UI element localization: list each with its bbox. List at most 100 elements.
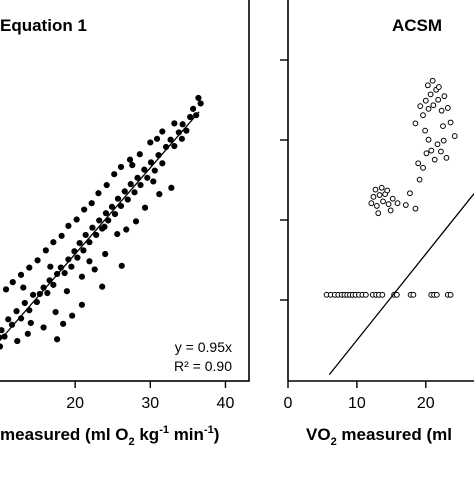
left-data-point	[124, 196, 131, 203]
left-data-points	[0, 94, 204, 350]
left-data-point	[147, 159, 155, 166]
right-data-point	[441, 93, 448, 100]
right-data-point	[389, 195, 396, 202]
left-data-point	[126, 156, 134, 163]
left-data-point	[68, 263, 75, 270]
right-data-point	[431, 156, 438, 163]
left-data-point	[14, 337, 21, 345]
left-data-point	[34, 257, 41, 264]
left-data-point	[69, 312, 76, 319]
right-data-point	[410, 291, 417, 298]
panel-equation-1: Equation 1 20 30 40 y = 0.95x R² = 0.90 me…	[0, 0, 250, 448]
right-data-point	[415, 160, 422, 167]
right-data-point	[438, 148, 444, 155]
left-data-point	[50, 239, 57, 246]
left-data-point	[20, 284, 27, 291]
left-data-point	[187, 113, 194, 121]
left-x-tick-label: 30	[141, 395, 159, 412]
right-data-point	[402, 202, 409, 208]
left-data-point	[118, 262, 125, 269]
right-data-point	[435, 96, 442, 103]
left-data-point	[147, 139, 154, 146]
right-xlabel-part2: measured (ml	[337, 425, 452, 444]
left-data-point	[153, 135, 161, 142]
right-data-point	[394, 200, 401, 207]
left-data-point	[60, 320, 67, 327]
left-panel-title: Equation 1	[0, 16, 87, 35]
right-data-point	[443, 154, 450, 161]
right-y-ticks	[280, 59, 288, 301]
left-data-point	[117, 202, 125, 210]
right-data-points	[323, 77, 458, 298]
left-data-point	[144, 174, 151, 181]
left-data-point	[2, 286, 10, 293]
left-x-tick-label: 40	[217, 395, 235, 412]
left-data-point	[197, 100, 204, 107]
right-data-point	[440, 137, 447, 144]
left-data-point	[114, 195, 122, 202]
left-data-point	[134, 174, 141, 181]
right-data-point	[393, 291, 400, 298]
right-data-point	[384, 187, 391, 194]
right-data-point	[362, 291, 369, 298]
left-data-point	[150, 178, 157, 185]
right-data-point	[444, 105, 451, 111]
left-data-point	[117, 163, 125, 171]
left-data-point	[47, 263, 54, 270]
left-data-point	[81, 206, 88, 213]
left-data-point	[86, 258, 93, 265]
left-data-point	[114, 230, 121, 238]
left-data-point	[52, 308, 59, 316]
left-data-point	[42, 247, 49, 254]
right-data-point	[373, 203, 380, 209]
left-data-point	[190, 105, 197, 112]
left-data-point	[121, 188, 128, 195]
left-data-point	[141, 204, 149, 211]
left-data-point	[167, 136, 174, 143]
left-data-point	[102, 250, 109, 258]
right-data-point	[425, 105, 432, 112]
right-x-tick-label: 10	[348, 395, 366, 412]
right-data-point	[429, 77, 436, 84]
left-data-point	[13, 308, 20, 315]
left-data-point	[171, 120, 178, 127]
panel-acsm: ACSM 0 10 20 VO2 measured (ml	[280, 0, 474, 448]
left-data-point	[50, 281, 57, 288]
left-data-point	[73, 216, 80, 223]
left-data-point	[29, 291, 37, 298]
left-data-point	[80, 247, 87, 254]
left-data-point	[111, 171, 118, 178]
left-data-point	[123, 226, 130, 233]
left-data-point	[61, 269, 68, 277]
left-data-point	[141, 166, 148, 173]
right-data-point	[430, 102, 437, 109]
right-data-point	[378, 184, 385, 191]
left-x-tick-label: 20	[66, 395, 84, 412]
left-data-point	[91, 266, 98, 273]
left-data-point	[0, 327, 5, 334]
left-data-point	[137, 181, 144, 189]
left-data-point	[159, 128, 166, 135]
right-data-point	[447, 291, 454, 298]
left-data-point	[96, 217, 103, 224]
right-data-point	[434, 141, 441, 148]
right-data-point	[412, 120, 419, 127]
right-fit-line	[328, 193, 474, 376]
left-data-point	[168, 184, 175, 191]
left-data-point	[24, 330, 31, 337]
left-data-point	[65, 222, 72, 229]
right-data-point	[412, 205, 419, 212]
right-x-axis-label: VO2 measured (ml	[306, 425, 452, 448]
right-data-point	[451, 133, 458, 139]
left-data-point	[1, 333, 8, 340]
right-data-point	[425, 136, 432, 143]
left-data-point	[9, 279, 16, 286]
left-data-point	[159, 160, 166, 167]
right-x-ticks: 0 10 20	[284, 381, 435, 412]
right-data-point	[385, 201, 392, 208]
left-data-point	[78, 301, 86, 308]
right-data-point	[423, 150, 430, 157]
right-data-point	[433, 291, 440, 298]
